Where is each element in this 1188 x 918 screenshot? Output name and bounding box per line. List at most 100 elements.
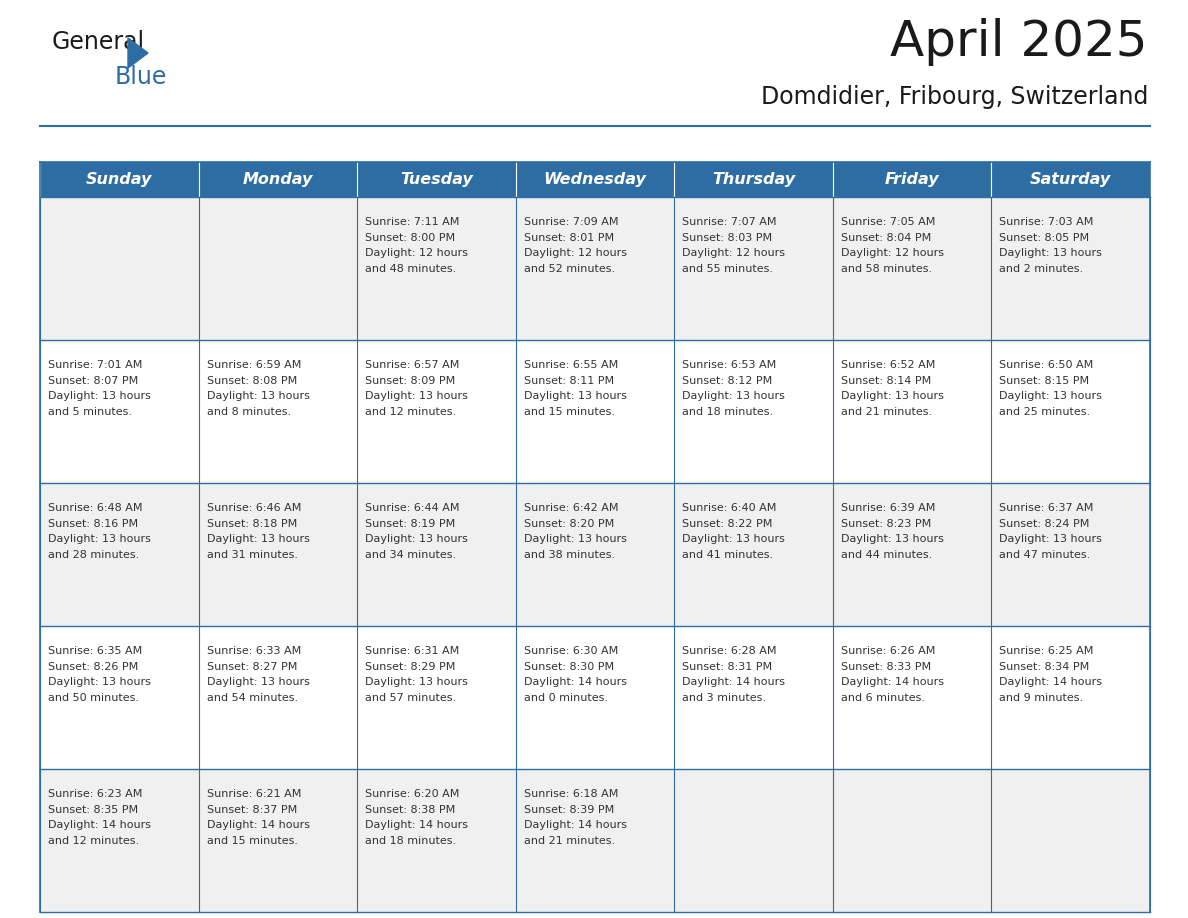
Bar [833,197,992,340]
Text: Daylight: 14 hours: Daylight: 14 hours [365,821,468,831]
Text: Sunset: 8:24 PM: Sunset: 8:24 PM [999,519,1089,529]
Text: April 2025: April 2025 [891,18,1148,66]
Bar [40,769,198,912]
Text: Sunset: 8:16 PM: Sunset: 8:16 PM [48,519,138,529]
Text: Sunset: 8:12 PM: Sunset: 8:12 PM [682,375,772,386]
Text: Sunset: 8:14 PM: Sunset: 8:14 PM [841,375,931,386]
Text: Sunset: 8:22 PM: Sunset: 8:22 PM [682,519,772,529]
Bar [516,197,675,340]
Bar [992,483,1150,626]
Text: Daylight: 13 hours: Daylight: 13 hours [365,534,468,544]
Text: Sunset: 8:31 PM: Sunset: 8:31 PM [682,662,772,672]
Text: Sunrise: 6:53 AM: Sunrise: 6:53 AM [682,360,777,370]
Text: Sunrise: 6:39 AM: Sunrise: 6:39 AM [841,503,935,513]
Text: Sunrise: 6:42 AM: Sunrise: 6:42 AM [524,503,618,513]
Text: Sunrise: 6:46 AM: Sunrise: 6:46 AM [207,503,301,513]
Text: Daylight: 13 hours: Daylight: 13 hours [999,534,1102,544]
Text: Daylight: 13 hours: Daylight: 13 hours [48,677,151,688]
Text: and 34 minutes.: and 34 minutes. [365,550,456,560]
Text: and 15 minutes.: and 15 minutes. [524,407,614,417]
Text: and 57 minutes.: and 57 minutes. [365,693,456,703]
Text: Sunset: 8:04 PM: Sunset: 8:04 PM [841,233,931,242]
Bar [675,162,833,197]
Bar [833,162,992,197]
Text: Sunrise: 6:26 AM: Sunrise: 6:26 AM [841,646,935,656]
Text: Sunset: 8:30 PM: Sunset: 8:30 PM [524,662,614,672]
Text: Sunset: 8:35 PM: Sunset: 8:35 PM [48,805,138,815]
Text: Daylight: 14 hours: Daylight: 14 hours [524,821,627,831]
Bar [358,197,516,340]
Text: Sunset: 8:00 PM: Sunset: 8:00 PM [365,233,455,242]
Bar [40,197,198,340]
Text: Sunset: 8:01 PM: Sunset: 8:01 PM [524,233,614,242]
Text: General: General [52,30,145,54]
Text: and 0 minutes.: and 0 minutes. [524,693,608,703]
Text: Sunrise: 6:52 AM: Sunrise: 6:52 AM [841,360,935,370]
Text: and 12 minutes.: and 12 minutes. [365,407,456,417]
Text: Sunrise: 7:11 AM: Sunrise: 7:11 AM [365,218,460,227]
Text: Daylight: 14 hours: Daylight: 14 hours [682,677,785,688]
Text: Sunrise: 7:09 AM: Sunrise: 7:09 AM [524,218,618,227]
Text: Wednesday: Wednesday [544,172,646,187]
Text: and 9 minutes.: and 9 minutes. [999,693,1083,703]
Text: Daylight: 12 hours: Daylight: 12 hours [524,249,627,258]
Text: and 3 minutes.: and 3 minutes. [682,693,766,703]
Text: Sunrise: 6:33 AM: Sunrise: 6:33 AM [207,646,301,656]
Text: and 25 minutes.: and 25 minutes. [999,407,1091,417]
Text: Sunset: 8:26 PM: Sunset: 8:26 PM [48,662,138,672]
Text: and 21 minutes.: and 21 minutes. [841,407,931,417]
Text: Daylight: 12 hours: Daylight: 12 hours [365,249,468,258]
Bar [198,769,358,912]
Text: Sunset: 8:20 PM: Sunset: 8:20 PM [524,519,614,529]
Text: Sunset: 8:15 PM: Sunset: 8:15 PM [999,375,1089,386]
Text: and 18 minutes.: and 18 minutes. [682,407,773,417]
Text: Daylight: 13 hours: Daylight: 13 hours [365,391,468,401]
Text: and 38 minutes.: and 38 minutes. [524,550,615,560]
Text: Daylight: 13 hours: Daylight: 13 hours [682,534,785,544]
Text: Sunset: 8:38 PM: Sunset: 8:38 PM [365,805,455,815]
Bar [516,483,675,626]
Bar [992,162,1150,197]
Text: Sunset: 8:19 PM: Sunset: 8:19 PM [365,519,455,529]
Text: Friday: Friday [885,172,940,187]
Text: and 8 minutes.: and 8 minutes. [207,407,291,417]
Text: Domdidier, Fribourg, Switzerland: Domdidier, Fribourg, Switzerland [760,85,1148,109]
Bar [516,162,675,197]
Bar [40,483,198,626]
Text: and 44 minutes.: and 44 minutes. [841,550,933,560]
Bar [516,769,675,912]
Text: Daylight: 14 hours: Daylight: 14 hours [48,821,151,831]
Text: Daylight: 13 hours: Daylight: 13 hours [207,391,309,401]
Bar [992,197,1150,340]
Bar [675,197,833,340]
Text: Sunrise: 6:57 AM: Sunrise: 6:57 AM [365,360,460,370]
Bar [40,340,198,483]
Text: Daylight: 14 hours: Daylight: 14 hours [207,821,310,831]
Bar [992,626,1150,769]
Text: Sunset: 8:39 PM: Sunset: 8:39 PM [524,805,614,815]
Text: Daylight: 13 hours: Daylight: 13 hours [841,391,943,401]
Bar [992,769,1150,912]
Text: Daylight: 12 hours: Daylight: 12 hours [682,249,785,258]
Polygon shape [128,38,148,68]
Bar [833,340,992,483]
Text: and 5 minutes.: and 5 minutes. [48,407,132,417]
Text: Sunrise: 6:55 AM: Sunrise: 6:55 AM [524,360,618,370]
Text: Thursday: Thursday [712,172,795,187]
Text: Sunset: 8:29 PM: Sunset: 8:29 PM [365,662,455,672]
Text: Daylight: 13 hours: Daylight: 13 hours [682,391,785,401]
Text: and 55 minutes.: and 55 minutes. [682,264,773,274]
Text: Saturday: Saturday [1030,172,1111,187]
Text: Sunday: Sunday [86,172,152,187]
Text: Sunset: 8:18 PM: Sunset: 8:18 PM [207,519,297,529]
Text: and 12 minutes.: and 12 minutes. [48,836,139,846]
Text: Sunrise: 6:20 AM: Sunrise: 6:20 AM [365,789,460,800]
Text: Sunrise: 6:30 AM: Sunrise: 6:30 AM [524,646,618,656]
Text: and 48 minutes.: and 48 minutes. [365,264,456,274]
Bar [675,340,833,483]
Text: and 54 minutes.: and 54 minutes. [207,693,298,703]
Text: and 15 minutes.: and 15 minutes. [207,836,297,846]
Bar [675,769,833,912]
Bar [358,483,516,626]
Bar [675,626,833,769]
